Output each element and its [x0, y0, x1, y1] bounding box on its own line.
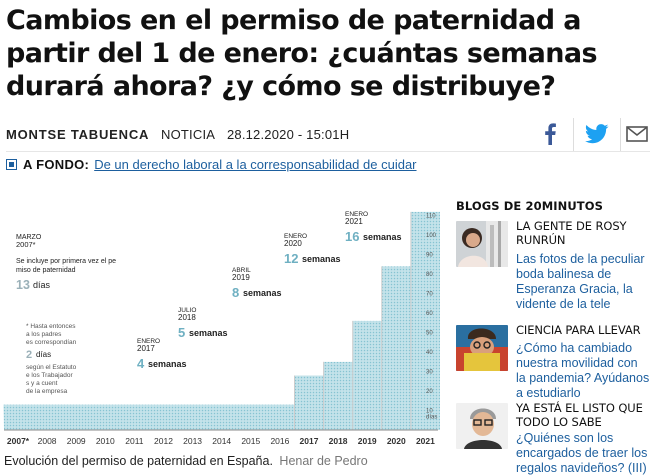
annotation-value: 8 — [232, 285, 239, 300]
square-bullet-icon — [6, 159, 17, 170]
y-tick-label: 40 — [426, 350, 433, 356]
annotation-year: 2007* — [16, 240, 36, 249]
annotation-note: miso de paternidad — [16, 267, 76, 274]
annotation-value: 16 — [345, 229, 359, 244]
x-tick-label: 2007* — [7, 436, 30, 446]
annotation-value: 13 — [16, 278, 30, 292]
annotation-note: e los Trabajador — [26, 372, 73, 379]
byline: MONTSE TABUENCA NOTICIA 28.12.2020 - 15:… — [6, 127, 349, 142]
annotation-date: MARZO — [16, 234, 42, 241]
annotation-unit: semanas — [363, 232, 402, 242]
annotation-year: 2021 — [345, 217, 363, 226]
facebook-share-button[interactable] — [530, 116, 570, 152]
annotation-footnote: es correspondían — [26, 339, 77, 346]
chart-svg: 2007* 2008 2009 2010 2011 2012 2013 2014 2015 201… — [3, 211, 440, 446]
annotation-unit: días — [33, 280, 51, 290]
y-tick-label: 110 — [426, 214, 436, 220]
x-tick-label: 2015 — [241, 436, 260, 446]
article-datetime: 28.12.2020 - 15:01H — [226, 127, 350, 142]
x-tick-label: 2014 — [212, 436, 231, 446]
leave-area — [3, 211, 440, 430]
annotation-date: ABRIL — [232, 267, 251, 274]
annotation-date: JULIO — [178, 307, 196, 314]
caption-text: Evolución del permiso de paternidad en E… — [4, 454, 273, 468]
blog-thumbnail[interactable] — [456, 221, 508, 267]
y-tick-label: 90 — [426, 253, 433, 259]
annotation-unit: semanas — [189, 328, 228, 338]
x-tick-label: 2010 — [96, 436, 115, 446]
a-fondo-link[interactable]: De un derecho laboral a la corresponsabi… — [94, 157, 417, 172]
annotation-note: s y a cuent — [26, 380, 58, 387]
annotation-value: 12 — [284, 251, 298, 266]
facebook-icon — [545, 123, 556, 145]
article-headline: Cambios en el permiso de paternidad a pa… — [6, 5, 598, 102]
blog-link[interactable]: ¿Cómo ha cambiado nuestra movilidad con … — [516, 341, 650, 400]
y-tick-label: 20 — [426, 389, 433, 395]
x-tick-label: 2008 — [38, 436, 57, 446]
annotation-note: de la empresa — [26, 388, 68, 395]
y-unit-label: días — [426, 415, 437, 421]
annotation-value: 2 — [26, 349, 32, 361]
x-tick-label: 2021 — [416, 436, 435, 446]
a-fondo-related: A FONDO: De un derecho laboral a la corr… — [6, 157, 417, 172]
blog-item[interactable]: CIENCIA PARA LLEVAR ¿Cómo ha cambiado nu… — [456, 323, 650, 400]
annotation-year: 2019 — [232, 273, 250, 282]
annotation-unit: días — [36, 350, 51, 359]
annotation-date: ENERO — [284, 233, 307, 240]
paternity-leave-chart: 2007* 2008 2009 2010 2011 2012 2013 2014 2015 201… — [0, 196, 440, 454]
x-tick-label: 2011 — [125, 436, 144, 446]
annotation-year: 2017 — [137, 344, 155, 353]
x-tick-label: 2018 — [329, 436, 348, 446]
email-icon — [626, 126, 648, 142]
x-tick-label: 2017 — [300, 436, 319, 446]
annotation-value: 4 — [137, 356, 145, 371]
blog-thumbnail[interactable] — [456, 403, 508, 449]
blog-thumbnail[interactable] — [456, 325, 508, 371]
article-type: NOTICIA — [161, 127, 216, 142]
y-tick-label: 30 — [426, 370, 433, 376]
annotation-footnote: * Hasta entonces — [26, 323, 76, 330]
blog-title[interactable]: CIENCIA PARA LLEVAR — [516, 323, 641, 337]
twitter-icon — [585, 124, 609, 144]
annotation-date: ENERO — [137, 338, 160, 345]
annotation-value: 5 — [178, 325, 185, 340]
y-tick-label: 70 — [426, 292, 433, 298]
annotation-unit: semanas — [302, 254, 341, 264]
y-tick-label: 50 — [426, 331, 433, 337]
email-share-button[interactable] — [624, 116, 650, 152]
y-tick-label: 80 — [426, 272, 433, 278]
blog-title[interactable]: LA GENTE DE ROSY RUNRÚN — [516, 219, 627, 247]
annotation-year: 2020 — [284, 239, 302, 248]
a-fondo-label: A FONDO: — [23, 157, 90, 172]
share-separator — [620, 118, 621, 152]
blog-item[interactable]: YA ESTÁ EL LISTO QUE TODO LO SABE ¿Quién… — [456, 401, 650, 475]
annotation-year: 2018 — [178, 313, 196, 322]
y-tick-label: 60 — [426, 311, 433, 317]
x-tick-label: 2013 — [183, 436, 202, 446]
annotation-note: Se incluye por primera vez el pe — [16, 258, 116, 265]
x-tick-label: 2009 — [67, 436, 86, 446]
share-separator — [573, 118, 574, 152]
blog-title[interactable]: YA ESTÁ EL LISTO QUE TODO LO SABE — [516, 401, 643, 429]
annotation-footnote: a los padres — [26, 331, 62, 338]
blog-link[interactable]: Las fotos de la peculiar boda balinesa d… — [516, 252, 645, 311]
chart-caption: Evolución del permiso de paternidad en E… — [4, 454, 368, 468]
x-tick-label: 2019 — [358, 436, 377, 446]
author-name[interactable]: MONTSE TABUENCA — [6, 127, 150, 142]
divider — [6, 151, 650, 152]
annotation-date: ENERO — [345, 211, 368, 218]
caption-credit: Henar de Pedro — [279, 454, 368, 468]
blog-item[interactable]: LA GENTE DE ROSY RUNRÚN Las fotos de la … — [456, 219, 650, 311]
annotation-unit: semanas — [243, 288, 282, 298]
x-tick-label: 2016 — [270, 436, 289, 446]
sidebar-title: BLOGS DE 20MINUTOS — [456, 199, 603, 213]
y-tick-label: 10 — [426, 409, 433, 415]
x-tick-label: 2020 — [387, 436, 406, 446]
annotation-note: según el Estatuto — [26, 364, 77, 371]
annotation-unit: semanas — [148, 359, 187, 369]
y-tick-label: 100 — [426, 233, 437, 239]
blog-link[interactable]: ¿Quiénes son los encargados de traer los… — [516, 431, 648, 475]
twitter-share-button[interactable] — [576, 116, 618, 152]
x-tick-label: 2012 — [154, 436, 173, 446]
